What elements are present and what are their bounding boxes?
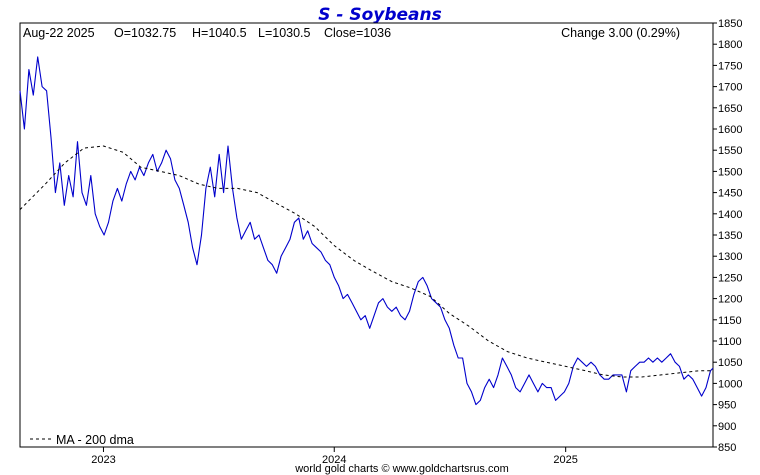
- x-tick-label: 2025: [553, 454, 577, 466]
- y-axis: 850 900 950 1000 1050 1100 1150 1200 1250 1300 135…: [713, 18, 742, 454]
- y-tick-label: 1600: [718, 124, 742, 136]
- legend-ma-label: MA - 200 dma: [56, 433, 134, 447]
- y-tick-label: 1750: [718, 60, 742, 72]
- y-tick-label: 1100: [718, 336, 742, 348]
- ma-200-dma-line: [19, 145, 713, 378]
- y-tick-label: 1200: [718, 294, 742, 306]
- y-tick-label: 1450: [718, 188, 742, 200]
- y-tick-label: 1850: [718, 18, 742, 30]
- legend: MA - 200 dma: [30, 433, 134, 447]
- y-tick-label: 1350: [718, 230, 742, 242]
- series-layer: [19, 56, 714, 406]
- y-tick-label: 900: [718, 421, 736, 433]
- chart-title: S - Soybeans: [318, 5, 442, 25]
- y-tick-label: 1150: [718, 315, 742, 327]
- x-axis: 2023 2024 2025: [91, 447, 578, 466]
- y-tick-label: 1800: [718, 39, 742, 51]
- y-tick-label: 1400: [718, 209, 742, 221]
- chart-credit: world gold charts © www.goldchartsrus.co…: [294, 463, 509, 475]
- info-close: Close=1036: [324, 26, 391, 40]
- plot-area: [19, 22, 714, 448]
- y-tick-label: 1500: [718, 166, 742, 178]
- y-tick-label: 1550: [718, 145, 742, 157]
- y-tick-label: 850: [718, 442, 736, 454]
- x-tick-label: 2024: [322, 454, 346, 466]
- info-date: Aug-22 2025: [23, 26, 95, 40]
- y-tick-label: 1000: [718, 378, 742, 390]
- y-tick-label: 1650: [718, 103, 742, 115]
- y-tick-label: 1300: [718, 251, 742, 263]
- y-tick-label: 1700: [718, 82, 742, 94]
- info-high: H=1040.5: [192, 26, 247, 40]
- y-tick-label: 950: [718, 400, 736, 412]
- info-change: Change 3.00 (0.29%): [561, 26, 680, 40]
- y-tick-label: 1050: [718, 357, 742, 369]
- price-line: [19, 56, 714, 406]
- x-tick-label: 2023: [91, 454, 115, 466]
- info-open: O=1032.75: [114, 26, 176, 40]
- y-tick-label: 1250: [718, 272, 742, 284]
- info-low: L=1030.5: [258, 26, 311, 40]
